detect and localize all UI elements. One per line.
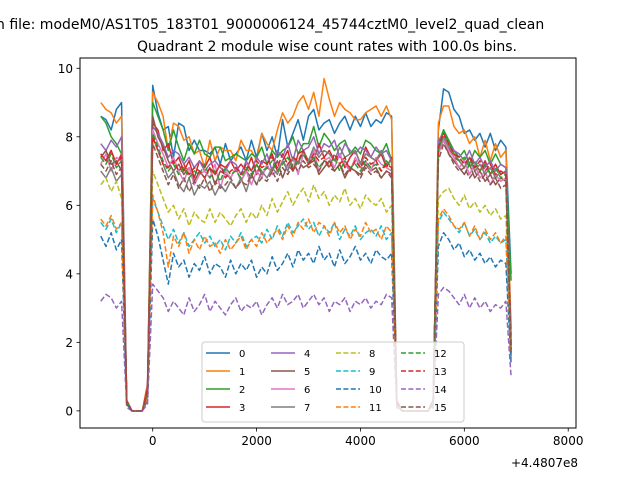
figure-suptitle: n file: modeM0/AS1T05_183T01_9000006124_…: [0, 17, 544, 33]
y-tick-label: 0: [65, 404, 73, 418]
legend-frame: [201, 341, 465, 423]
legend-label-5: 5: [304, 367, 310, 378]
legend-label-13: 13: [434, 367, 447, 378]
legend-label-14: 14: [434, 385, 447, 396]
legend-label-10: 10: [369, 385, 382, 396]
legend-label-1: 1: [239, 367, 245, 378]
x-tick-label: 2000: [241, 434, 272, 448]
y-tick-label: 4: [65, 267, 73, 281]
legend-label-6: 6: [304, 385, 310, 396]
legend-label-12: 12: [434, 349, 447, 360]
x-tick-label: 4000: [345, 434, 376, 448]
legend-label-3: 3: [239, 403, 245, 414]
series-layer: [100, 77, 512, 412]
legend-label-4: 4: [304, 349, 310, 360]
series-line-0: [100, 84, 512, 412]
y-tick-label: 6: [65, 199, 73, 213]
series-line-8: [100, 170, 512, 412]
series-line-15: [100, 142, 512, 412]
x-tick-label: 8000: [553, 434, 584, 448]
y-tick-label: 2: [65, 336, 73, 350]
x-tick-label: 0: [149, 434, 157, 448]
legend-label-8: 8: [369, 349, 375, 360]
x-offset-label: +4.4807e8: [511, 456, 578, 470]
chart-title: Quadrant 2 module wise count rates with …: [137, 39, 517, 55]
y-tick-label: 10: [58, 62, 73, 76]
y-tick-label: 8: [65, 130, 73, 144]
series-line-13: [100, 132, 512, 412]
series-line-14: [100, 283, 512, 412]
series-line-11: [100, 194, 512, 412]
x-tick-label: 6000: [449, 434, 480, 448]
legend-label-15: 15: [434, 403, 447, 414]
legend-label-0: 0: [239, 349, 245, 360]
legend-label-11: 11: [369, 403, 382, 414]
legend-label-9: 9: [369, 367, 375, 378]
legend-label-7: 7: [304, 403, 310, 414]
plot-area-frame: [79, 57, 577, 429]
legend-label-2: 2: [239, 385, 245, 396]
